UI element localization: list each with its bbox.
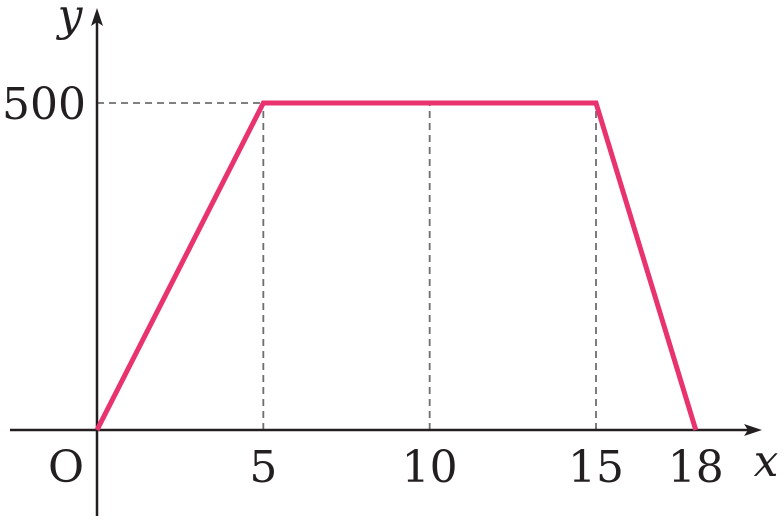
- origin-label: O: [48, 442, 84, 493]
- x-tick-label-5: 5: [249, 442, 277, 493]
- x-tick-label-18: 18: [668, 442, 724, 493]
- series-line-0: [94, 100, 699, 432]
- y-tick-label-500: 500: [2, 79, 86, 130]
- series-layer: [94, 100, 699, 432]
- x-tick-label-10: 10: [402, 442, 458, 493]
- axes: [10, 8, 762, 516]
- tick-labels: y x O 5 10 15 18 500: [2, 0, 779, 493]
- guide-lines: [97, 102, 597, 430]
- y-axis-label: y: [56, 0, 84, 41]
- x-axis-arrow-icon: [744, 424, 762, 436]
- y-axis-arrow-icon: [91, 8, 103, 26]
- x-tick-label-15: 15: [568, 442, 624, 493]
- x-axis-label: x: [754, 436, 779, 487]
